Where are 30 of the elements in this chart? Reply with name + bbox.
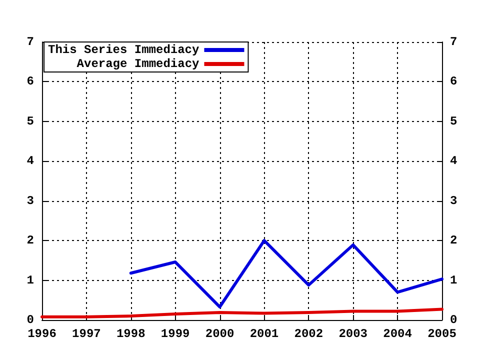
x-tick-label: 2002 xyxy=(294,327,324,341)
x-tick-label: 1998 xyxy=(116,327,146,341)
y2-tick-label: 2 xyxy=(450,234,458,248)
x-tick-label: 2004 xyxy=(383,327,412,341)
y2-tick-label: 1 xyxy=(450,273,458,288)
y-tick-label: 2 xyxy=(26,234,34,248)
x-tick-label: 2000 xyxy=(205,327,234,341)
y-tick-label: 7 xyxy=(26,35,34,49)
y2-tick-label: 5 xyxy=(450,114,458,128)
line-series xyxy=(40,308,444,318)
x-tick-label: 2001 xyxy=(250,327,279,341)
y-tick-label: 4 xyxy=(26,154,34,168)
x-tick-label: 2005 xyxy=(428,327,456,341)
y-tick-label: 0 xyxy=(26,313,34,327)
legend-label: Average Immediacy xyxy=(76,57,200,71)
y2-tick-label: 7 xyxy=(450,35,458,49)
line-series xyxy=(129,239,444,308)
y-tick-label: 1 xyxy=(26,273,34,288)
x-tick-label: 1997 xyxy=(72,327,101,341)
y-tick-label: 5 xyxy=(26,114,34,128)
x-tick-label: 1999 xyxy=(160,327,190,341)
y2-tick-label: 3 xyxy=(450,194,458,208)
y2-tick-label: 0 xyxy=(450,313,458,327)
y2-tick-label: 6 xyxy=(450,74,458,89)
legend-label: This Series Immediacy xyxy=(48,43,200,57)
x-tick-label: 1996 xyxy=(28,327,56,341)
x-tick-label: 2003 xyxy=(338,327,368,341)
y-tick-label: 6 xyxy=(26,74,34,89)
y2-tick-label: 4 xyxy=(450,154,458,168)
y-tick-label: 3 xyxy=(26,194,34,208)
